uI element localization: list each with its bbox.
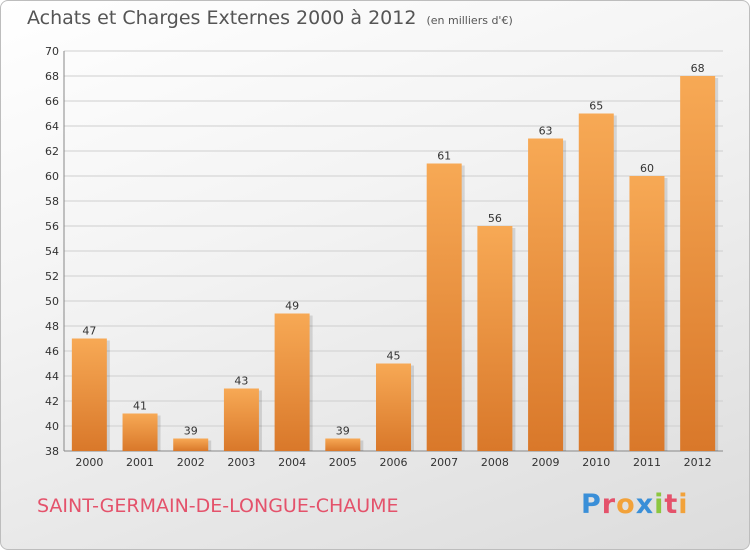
y-tick-label: 48 <box>45 320 59 333</box>
logo-letter: i <box>678 489 689 520</box>
chart-title: Achats et Charges Externes 2000 à 2012 (e… <box>27 7 513 29</box>
bar-value-label: 56 <box>488 212 502 225</box>
x-tick-label: 2006 <box>380 456 408 469</box>
logo-letter: x <box>635 489 655 520</box>
logo-letter: r <box>601 489 617 520</box>
y-tick-label: 44 <box>45 370 59 383</box>
bar <box>122 413 158 451</box>
logo-letter: o <box>616 489 636 520</box>
logo-letter: t <box>664 489 679 520</box>
y-tick-label: 64 <box>45 120 59 133</box>
commune-name: SAINT-GERMAIN-DE-LONGUE-CHAUME <box>37 495 399 517</box>
x-tick-label: 2010 <box>582 456 610 469</box>
bar-value-label: 41 <box>133 400 147 413</box>
bars <box>71 76 719 451</box>
bar <box>223 388 259 451</box>
y-tick-label: 46 <box>45 345 59 358</box>
bar-value-label: 65 <box>589 100 603 113</box>
x-tick-label: 2009 <box>532 456 560 469</box>
chart-unit: (en milliers d'€) <box>426 14 513 27</box>
bar-value-label: 61 <box>437 150 451 163</box>
bar-value-label: 39 <box>336 425 350 438</box>
bar <box>629 176 665 451</box>
bar <box>578 113 614 451</box>
bar <box>680 76 716 451</box>
value-labels: 47 41 39 43 49 39 45 61 56 63 65 60 68 <box>82 62 704 438</box>
y-tick-label: 52 <box>45 270 59 283</box>
y-tick-label: 70 <box>45 45 59 58</box>
bar <box>71 338 107 451</box>
x-tick-label: 2007 <box>430 456 458 469</box>
y-tick-label: 66 <box>45 95 59 108</box>
bar <box>274 313 310 451</box>
y-tick-label: 42 <box>45 395 59 408</box>
bar <box>528 138 564 451</box>
bar-value-label: 49 <box>285 300 299 313</box>
x-tick-label: 2008 <box>481 456 509 469</box>
x-tick-label: 2011 <box>633 456 661 469</box>
bar-value-label: 43 <box>234 375 248 388</box>
x-tick-label: 2001 <box>126 456 154 469</box>
chart-title-text: Achats et Charges Externes 2000 à 2012 <box>27 7 417 29</box>
bar-value-label: 39 <box>184 425 198 438</box>
y-tick-labels: 38 40 42 44 46 48 50 52 54 56 58 60 62 64 66 68 70 <box>45 45 59 458</box>
y-tick-label: 58 <box>45 195 59 208</box>
y-tick-label: 60 <box>45 170 59 183</box>
x-tick-label: 2003 <box>227 456 255 469</box>
bar <box>376 363 411 451</box>
x-tick-label: 2005 <box>329 456 357 469</box>
y-tick-label: 38 <box>45 445 59 458</box>
y-tick-label: 40 <box>45 420 59 433</box>
y-tick-label: 56 <box>45 220 59 233</box>
proxiti-logo: Proxiti <box>581 489 689 520</box>
x-tick-label: 2002 <box>177 456 205 469</box>
x-tick-labels: 2000 2001 2002 2003 2004 2005 2006 2007 2008 2009… <box>75 456 711 469</box>
bar-value-label: 47 <box>82 325 96 338</box>
bar-value-label: 60 <box>640 162 654 175</box>
y-tick-label: 50 <box>45 295 59 308</box>
bar-value-label: 63 <box>539 125 553 138</box>
bar-value-label: 45 <box>387 350 401 363</box>
bar <box>426 163 462 451</box>
bar-value-label: 68 <box>691 62 705 75</box>
x-tick-label: 2004 <box>278 456 306 469</box>
logo-letter: i <box>654 489 665 520</box>
x-tick-label: 2012 <box>684 456 712 469</box>
bar <box>325 438 361 451</box>
logo-letter: P <box>581 489 602 520</box>
bar <box>173 438 209 451</box>
y-tick-label: 68 <box>45 70 59 83</box>
y-tick-label: 62 <box>45 145 59 158</box>
x-tick-label: 2000 <box>75 456 103 469</box>
bar <box>477 226 513 451</box>
y-tick-label: 54 <box>45 245 59 258</box>
